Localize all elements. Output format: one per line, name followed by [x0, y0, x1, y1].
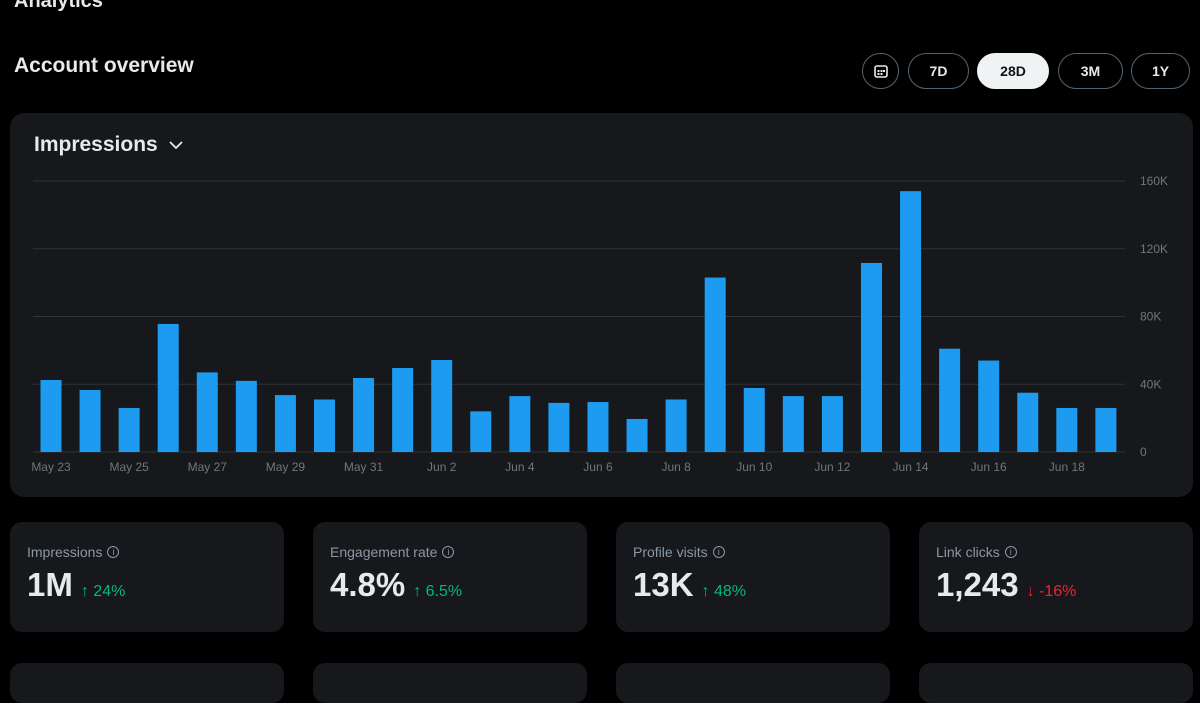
bar-may-31[interactable] — [353, 377, 375, 452]
stat-delta-value: -16% — [1039, 583, 1077, 600]
info-icon[interactable]: i — [442, 546, 455, 558]
metric-dropdown[interactable]: Impressions — [34, 133, 184, 157]
y-tick-label: 160K — [1140, 174, 1168, 188]
bar-may-23[interactable] — [40, 380, 62, 452]
metric-dropdown-label: Impressions — [34, 133, 158, 156]
stat-delta: ↑ 6.5% — [413, 583, 462, 601]
arrow-up-icon: ↑ — [413, 583, 422, 600]
bar-jun-11[interactable] — [782, 396, 804, 452]
x-tick-label: Jun 2 — [427, 460, 457, 474]
arrow-down-icon: ↓ — [1026, 583, 1035, 600]
range-28d-button[interactable]: 28D — [977, 53, 1049, 89]
stat-value: 4.8% — [330, 566, 406, 603]
stat-card-impressions: Impressions i 1M ↑ 24% — [10, 522, 284, 632]
x-tick-label: Jun 4 — [505, 460, 535, 474]
y-tick-label: 0 — [1140, 445, 1147, 459]
bar-jun-12[interactable] — [821, 396, 843, 452]
stat-card-profile-visits: Profile visits i 13K ↑ 48% — [616, 522, 890, 632]
section-title: Account overview — [14, 54, 194, 77]
calendar-icon — [873, 65, 888, 78]
x-tick-label: May 29 — [266, 460, 306, 474]
stat-label: Link clicks — [936, 544, 1000, 560]
x-tick-label: Jun 14 — [893, 460, 929, 474]
stat-label: Engagement rate — [330, 544, 438, 560]
calendar-button[interactable] — [862, 53, 899, 89]
stat-label: Profile visits — [633, 544, 708, 560]
range-3m-button[interactable]: 3M — [1058, 53, 1123, 89]
x-tick-label: May 31 — [344, 460, 384, 474]
stat-label: Impressions — [27, 544, 103, 560]
bar-jun-13[interactable] — [860, 262, 882, 452]
stat-value: 1,243 — [936, 566, 1019, 603]
info-icon[interactable]: i — [712, 546, 725, 558]
bar-jun-17[interactable] — [1017, 392, 1039, 452]
stat-value: 13K — [633, 566, 694, 603]
bar-jun-19[interactable] — [1095, 407, 1117, 452]
impressions-bar-chart: 0 40K 80K 120K 160K May 23 May 25 May 27 May 29 M… — [31, 174, 1168, 474]
bar-jun-9[interactable] — [704, 277, 726, 452]
info-icon[interactable]: i — [1004, 546, 1017, 558]
x-tick-label: Jun 16 — [971, 460, 1007, 474]
arrow-up-icon: ↑ — [80, 583, 89, 600]
stat-delta-value: 48% — [714, 583, 747, 600]
bar-jun-7[interactable] — [626, 418, 648, 452]
bar-may-24[interactable] — [79, 390, 101, 452]
bar-jun-18[interactable] — [1056, 407, 1078, 452]
x-tick-label: Jun 12 — [814, 460, 850, 474]
stat-card-engagement-rate: Engagement rate i 4.8% ↑ 6.5% — [313, 522, 587, 632]
y-tick-label: 120K — [1140, 242, 1168, 256]
stat-card — [313, 663, 587, 703]
stat-delta: ↓ -16% — [1027, 583, 1077, 601]
stat-value: 1M — [27, 566, 73, 603]
bar-jun-16[interactable] — [978, 360, 1000, 452]
bar-jun-10[interactable] — [743, 387, 765, 452]
bar-may-26[interactable] — [157, 323, 179, 452]
y-tick-label: 80K — [1140, 310, 1161, 324]
info-icon[interactable]: i — [107, 546, 120, 558]
x-tick-label: May 23 — [31, 460, 71, 474]
stat-delta-value: 6.5% — [425, 583, 463, 600]
bar-jun-2[interactable] — [431, 360, 453, 452]
bar-jun-3[interactable] — [470, 411, 492, 452]
bar-jun-1[interactable] — [392, 367, 414, 452]
x-tick-label: May 25 — [109, 460, 149, 474]
bar-may-28[interactable] — [235, 380, 257, 452]
x-tick-label: May 27 — [188, 460, 228, 474]
y-tick-label: 40K — [1140, 377, 1161, 391]
bar-jun-14[interactable] — [900, 191, 922, 452]
x-tick-label: Jun 8 — [661, 460, 691, 474]
stat-delta: ↑ 24% — [81, 583, 125, 601]
range-7d-button[interactable]: 7D — [908, 53, 969, 89]
x-tick-label: Jun 10 — [736, 460, 772, 474]
bar-jun-4[interactable] — [509, 396, 531, 452]
stat-delta-value: 24% — [93, 583, 126, 600]
x-tick-label: Jun 18 — [1049, 460, 1085, 474]
stat-delta: ↑ 48% — [702, 583, 746, 601]
stat-card — [616, 663, 890, 703]
bar-may-25[interactable] — [118, 407, 140, 452]
stat-card-link-clicks: Link clicks i 1,243 ↓ -16% — [919, 522, 1193, 632]
app-title: Analytics — [14, 0, 103, 12]
bar-jun-5[interactable] — [548, 402, 570, 452]
x-tick-label: Jun 6 — [583, 460, 613, 474]
bar-may-29[interactable] — [274, 395, 296, 452]
bar-may-30[interactable] — [313, 399, 335, 452]
range-1y-button[interactable]: 1Y — [1131, 53, 1190, 89]
arrow-up-icon: ↑ — [701, 583, 710, 600]
bar-may-27[interactable] — [196, 372, 218, 452]
bar-jun-8[interactable] — [665, 399, 687, 452]
bar-jun-6[interactable] — [587, 402, 609, 452]
stat-card — [10, 663, 284, 703]
stat-card — [919, 663, 1193, 703]
bar-jun-15[interactable] — [939, 348, 961, 452]
chevron-down-icon — [169, 141, 183, 150]
